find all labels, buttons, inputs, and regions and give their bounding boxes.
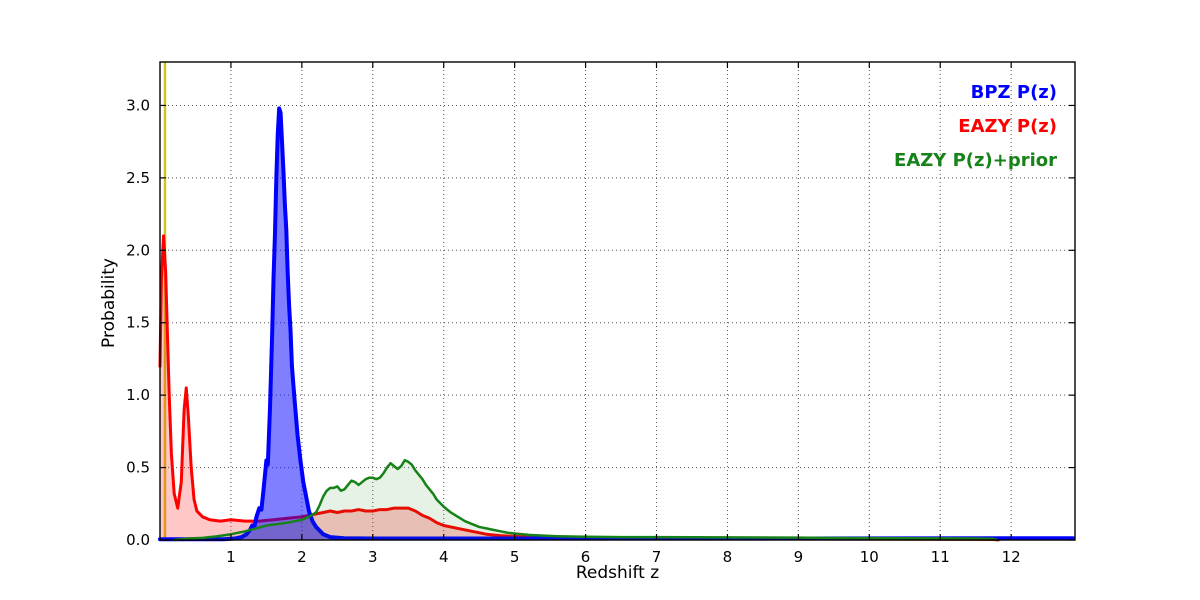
- legend-entry-bpz: BPZ P(z): [970, 82, 1057, 103]
- x-tick-label: 4: [439, 548, 449, 566]
- x-tick-label: 6: [581, 548, 591, 566]
- x-tick-label: 9: [794, 548, 804, 566]
- x-tick-label: 12: [1002, 548, 1021, 566]
- x-tick-label: 11: [931, 548, 950, 566]
- y-tick-label: 3.0: [126, 96, 150, 114]
- series-line-0: [158, 106, 1075, 542]
- legend: BPZ P(z) EAZY P(z) EAZY P(z)+prior: [894, 76, 1057, 178]
- y-tick-label: 2.0: [126, 241, 150, 259]
- x-tick-label: 8: [723, 548, 733, 566]
- series-line-2: [172, 459, 999, 542]
- x-tick-label: 10: [860, 548, 879, 566]
- x-tick-label: 2: [297, 548, 307, 566]
- y-tick-label: 2.5: [126, 169, 150, 187]
- axes-box: [159, 61, 1076, 541]
- y-tick-label: 1.0: [126, 386, 150, 404]
- y-tick-label: 1.5: [126, 314, 150, 332]
- x-axis-label: Redshift z: [575, 563, 660, 583]
- y-axis-label: Probability: [99, 258, 119, 348]
- legend-entry-eazy-prior: EAZY P(z)+prior: [894, 150, 1057, 171]
- y-tick-label: 0.5: [126, 459, 150, 477]
- x-tick-label: 7: [652, 548, 662, 566]
- x-tick-label: 3: [368, 548, 378, 566]
- x-tick-label: 1: [226, 548, 236, 566]
- series-fill-2: [174, 460, 997, 540]
- y-tick-label: 0.0: [126, 531, 150, 549]
- x-tick-label: 5: [510, 548, 520, 566]
- legend-entry-eazy: EAZY P(z): [958, 116, 1057, 137]
